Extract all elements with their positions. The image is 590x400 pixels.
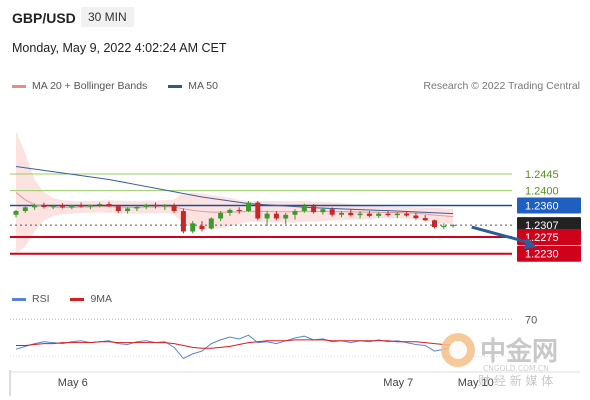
watermark-slogan: 财 经 新 媒 体 <box>478 373 553 388</box>
candle-body <box>199 225 205 230</box>
level-tag-bg-1.2275 <box>517 229 581 246</box>
level-label-1.2360: 1.2360 <box>525 200 559 212</box>
candle-body <box>227 209 233 213</box>
candle-body <box>50 206 56 208</box>
level-label-1.2230: 1.2230 <box>525 249 559 261</box>
ma50-label: MA 50 <box>188 80 218 92</box>
symbol-title: GBP/USD <box>12 10 76 26</box>
candle-body <box>432 220 437 228</box>
chart-datetime: Monday, May 9, 2022 4:02:24 AM CET <box>12 41 227 55</box>
candle-body <box>366 213 372 216</box>
price-legend: MA 20 + Bollinger Bands MA 50 <box>12 80 236 92</box>
candle-body <box>32 205 38 208</box>
candle-body <box>292 211 298 215</box>
timeframe-badge[interactable]: 30 MIN <box>81 7 134 27</box>
candle-body <box>246 202 251 212</box>
candle-body <box>180 211 186 232</box>
candle-body <box>78 205 84 207</box>
candle-body <box>329 209 335 215</box>
candle-body <box>208 218 214 229</box>
candle-body <box>413 215 419 219</box>
candle-body <box>450 225 456 227</box>
candle-body <box>441 225 447 228</box>
candle-body <box>22 207 28 212</box>
candle-body <box>422 218 428 221</box>
ma50-swatch <box>168 84 183 88</box>
rsi-9ma-line <box>16 339 454 349</box>
candle-body <box>283 214 289 219</box>
forecast-arrow-line <box>471 225 532 245</box>
9ma-swatch <box>70 297 85 301</box>
candle-body <box>60 206 65 208</box>
legend-rsi: RSI <box>12 293 50 305</box>
candle-body <box>404 213 410 216</box>
ma20-line <box>15 192 454 218</box>
ma20-label: MA 20 + Bollinger Bands <box>32 80 148 92</box>
legend-ma50: MA 50 <box>168 80 218 92</box>
candle-body <box>320 209 326 213</box>
x-axis-label: May 7 <box>383 377 414 389</box>
candle-body <box>255 202 261 219</box>
candle-body <box>236 209 242 212</box>
candle-body <box>339 212 344 215</box>
x-axis-label: May 10 <box>457 377 494 389</box>
candle-body <box>190 223 196 232</box>
x-axis-label: May 6 <box>57 377 88 389</box>
candle-body <box>162 205 168 207</box>
legend-ma20: MA 20 + Bollinger Bands <box>12 80 147 92</box>
candle-body <box>69 205 75 208</box>
candle-body <box>264 213 270 219</box>
candle-body <box>125 208 131 212</box>
watermark-logo-inner <box>449 341 467 359</box>
candle-body <box>385 213 391 216</box>
candle-body <box>311 206 317 213</box>
rsi-legend: RSI 9MA <box>12 293 130 305</box>
watermark-domain: CNGOLD.COM.CN <box>483 364 549 373</box>
candle-body <box>153 204 158 207</box>
legend-9ma: 9MA <box>70 293 112 305</box>
candle-body <box>357 213 363 216</box>
candle-body <box>171 205 177 212</box>
bollinger-band <box>16 131 454 254</box>
candle-body <box>115 206 121 212</box>
candle-body <box>301 206 307 212</box>
candle-body <box>13 211 19 215</box>
rsi-swatch <box>12 297 26 301</box>
rsi-line <box>15 334 454 360</box>
watermark-brand: 中金网 <box>480 336 558 367</box>
candle-body <box>273 213 279 219</box>
9ma-label: 9MA <box>90 293 113 305</box>
chart-header: GBP/USD 30 MIN <box>0 0 590 36</box>
candle-body <box>106 204 112 207</box>
candle-body <box>143 204 149 207</box>
candle-body <box>87 205 93 207</box>
candle-body <box>218 212 224 219</box>
level-tag-bg-1.2230 <box>517 245 581 262</box>
level-label-1.2445: 1.2445 <box>525 169 559 181</box>
rsi-ref-label: 70 <box>525 314 537 326</box>
ma20-swatch <box>12 84 26 88</box>
candle-body <box>348 212 354 216</box>
candle-body <box>134 206 140 209</box>
rsi-label: RSI <box>32 293 50 305</box>
level-label-1.2275: 1.2275 <box>525 232 559 244</box>
forecast-arrow-head <box>523 237 537 250</box>
candle-body <box>394 213 400 216</box>
candle-body <box>376 213 382 216</box>
candle-body <box>41 205 47 207</box>
candle-body <box>97 204 103 206</box>
credit-text: Research © 2022 Trading Central <box>423 80 580 92</box>
level-label-1.2400: 1.2400 <box>525 186 559 198</box>
level-tag-bg-1.2360 <box>517 197 581 214</box>
